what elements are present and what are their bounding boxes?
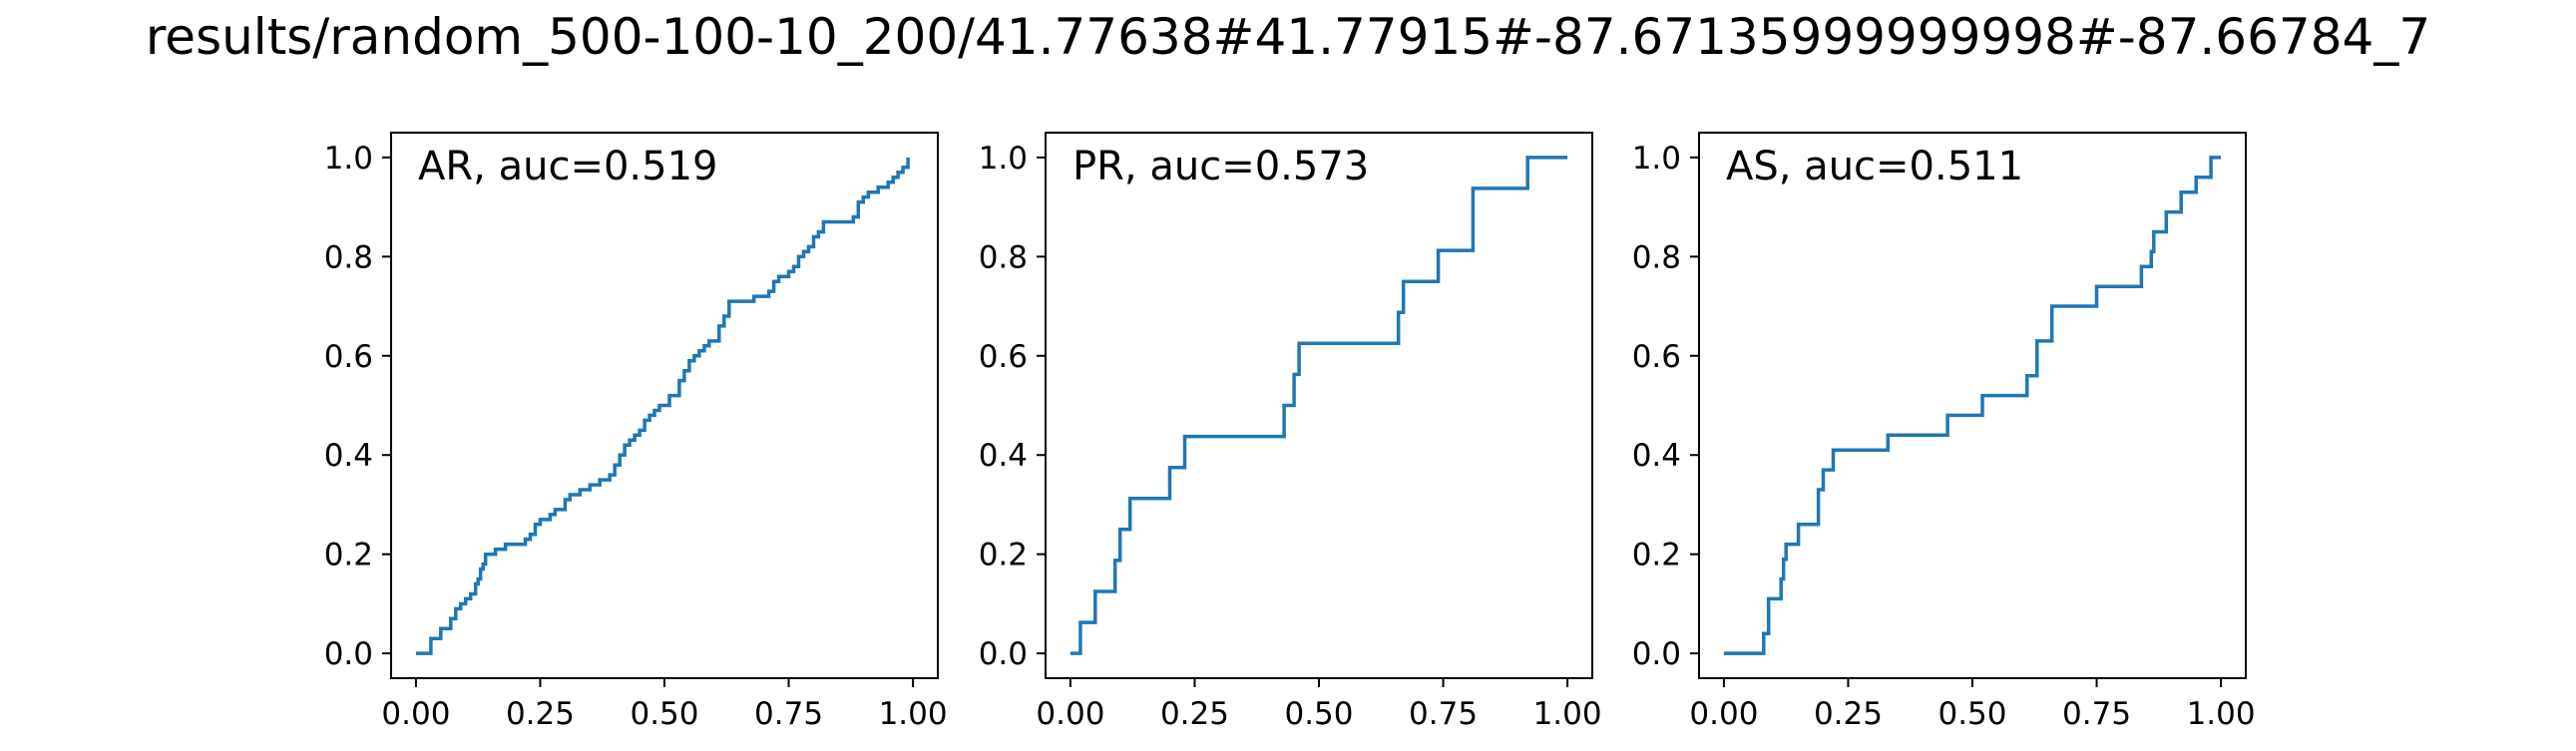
as-xtick-label: 0.25 [1814,696,1883,732]
figure-suptitle: results/random_500-100-10_200/41.77638#4… [145,8,2431,66]
chart-panel-pr: 0.00 0.25 0.50 0.75 1.00 0.0 0.2 0.4 0.6 0.8 1.0 PR… [979,132,1602,732]
ar-xtick-label: 0.25 [506,696,575,732]
as-ytick-label: 0.6 [1632,339,1681,375]
pr-axes-frame [1045,132,1593,679]
ar-ytick-label: 1.0 [324,141,373,177]
ar-ytick-label: 0.8 [324,239,373,275]
as-ytick-label: 0.2 [1632,538,1681,573]
as-xtick-label: 0.75 [2062,696,2131,732]
pr-panel-title: PR, auc=0.573 [1073,144,1369,189]
pr-xtick-label: 0.25 [1160,696,1229,732]
as-xtick-label: 1.00 [2187,696,2256,732]
ar-ytick-label: 0.4 [324,438,373,474]
as-roc-line [1723,156,2222,655]
pr-xtick-label: 0.00 [1036,696,1104,732]
as-ytick-label: 0.0 [1632,636,1681,672]
ar-ytick-label: 0.0 [324,636,373,672]
ar-xtick-label: 0.75 [754,696,823,732]
pr-roc-line [1070,156,1568,655]
pr-ytick-label: 0.2 [979,538,1028,573]
as-panel-title: AS, auc=0.511 [1726,144,2023,189]
as-ytick-label: 0.8 [1632,239,1681,275]
ar-xtick-label: 0.50 [630,696,698,732]
pr-ytick-label: 1.0 [979,141,1028,177]
pr-ytick-label: 0.6 [979,339,1028,375]
pr-xtick-label: 0.75 [1409,696,1478,732]
pr-ytick-label: 0.4 [979,438,1028,474]
pr-ytick-label: 0.0 [979,636,1028,672]
ar-xtick-label: 0.00 [381,696,450,732]
ar-ytick-label: 0.2 [324,538,373,573]
pr-ytick-label: 0.8 [979,239,1028,275]
ar-xtick-label: 1.00 [879,696,948,732]
pr-xtick-label: 0.50 [1284,696,1353,732]
chart-panel-ar: 0.00 0.25 0.50 0.75 1.00 0.0 0.2 0.4 0.6 0.8 1.0 AR… [324,132,948,732]
chart-panel-as: 0.00 0.25 0.50 0.75 1.00 0.0 0.2 0.4 0.6 0.8 1.0 AS… [1632,132,2256,732]
as-ytick-label: 1.0 [1632,141,1681,177]
ar-panel-title: AR, auc=0.519 [418,144,717,189]
as-ytick-label: 0.4 [1632,438,1681,474]
ar-roc-line [415,157,910,655]
as-xtick-label: 0.00 [1689,696,1758,732]
ar-ytick-label: 0.6 [324,339,373,375]
pr-xtick-label: 1.00 [1533,696,1602,732]
as-xtick-label: 0.50 [1937,696,2006,732]
